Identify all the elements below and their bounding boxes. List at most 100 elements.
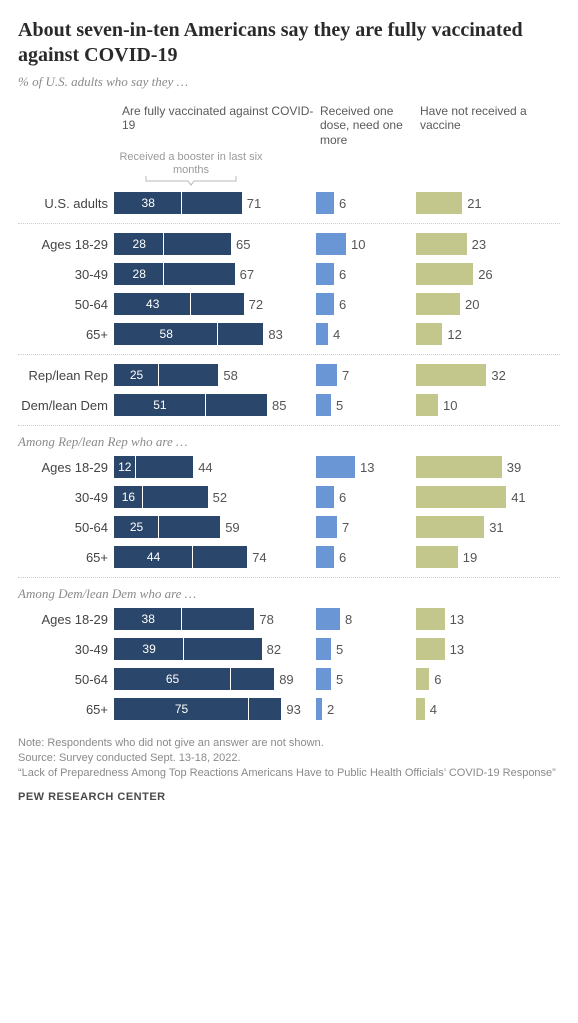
bar-fully-vaccinated: 25 [114, 364, 218, 386]
data-row: 50-642559731 [18, 512, 560, 542]
booster-value: 25 [114, 364, 159, 386]
row-label: Dem/lean Dem [18, 398, 114, 413]
booster-value: 25 [114, 516, 159, 538]
bar-fully-vaccinated: 16 [114, 486, 208, 508]
one-dose-value: 5 [336, 642, 343, 657]
data-row: 65+5883412 [18, 319, 560, 349]
bar-fully-vaccinated: 51 [114, 394, 267, 416]
full-value: 82 [267, 642, 281, 657]
one-dose-value: 6 [339, 267, 346, 282]
row-label: 50-64 [18, 672, 114, 687]
bar-fully-vaccinated: 12 [114, 456, 193, 478]
bar-no-vaccine [416, 364, 486, 386]
bar-one-dose [316, 394, 331, 416]
no-vaccine-value: 31 [489, 520, 503, 535]
col-header-none: Have not received a vaccine [416, 104, 546, 147]
full-value: 85 [272, 398, 286, 413]
data-row: Ages 18-2912 44 13 39 [18, 452, 560, 482]
one-dose-value: 6 [339, 196, 346, 211]
bar-one-dose [316, 293, 334, 315]
bar-fully-vaccinated: 38 [114, 608, 254, 630]
group-header: Among Rep/lean Rep who are … [18, 434, 560, 450]
one-dose-value: 5 [336, 398, 343, 413]
bar-no-vaccine [416, 394, 438, 416]
no-vaccine-value: 20 [465, 297, 479, 312]
bar-one-dose [316, 546, 334, 568]
bar-one-dose [316, 608, 340, 630]
booster-value: 58 [114, 323, 218, 345]
group-separator [18, 425, 560, 426]
bar-no-vaccine [416, 546, 458, 568]
bar-no-vaccine [416, 698, 425, 720]
no-vaccine-value: 26 [478, 267, 492, 282]
bar-one-dose [316, 456, 355, 478]
full-value: 67 [240, 267, 254, 282]
row-label: 65+ [18, 327, 114, 342]
bar-one-dose [316, 364, 337, 386]
group-header: Among Dem/lean Dem who are … [18, 586, 560, 602]
full-value: 93 [286, 702, 300, 717]
row-label: U.S. adults [18, 196, 114, 211]
booster-value: 38 [114, 192, 182, 214]
no-vaccine-value: 6 [434, 672, 441, 687]
group-separator [18, 577, 560, 578]
note-text: Note: Respondents who did not give an an… [18, 736, 560, 751]
one-dose-value: 10 [351, 237, 365, 252]
booster-bracket [116, 176, 266, 186]
bar-one-dose [316, 192, 334, 214]
data-row: Rep/lean Rep2558732 [18, 360, 560, 390]
full-value: 44 [198, 460, 212, 475]
bar-one-dose [316, 668, 331, 690]
bar-one-dose [316, 323, 328, 345]
no-vaccine-value: 12 [447, 327, 461, 342]
group-separator [18, 354, 560, 355]
bar-fully-vaccinated: 44 [114, 546, 247, 568]
full-value: 59 [225, 520, 239, 535]
bar-one-dose [316, 263, 334, 285]
full-value: 83 [268, 327, 282, 342]
full-value: 78 [259, 612, 273, 627]
data-row: 65+4474619 [18, 542, 560, 572]
data-row: 30-4928 67 6 26 [18, 259, 560, 289]
no-vaccine-value: 21 [467, 196, 481, 211]
chart-title: About seven-in-ten Americans say they ar… [18, 18, 560, 68]
data-row: Dem/lean Dem5185510 [18, 390, 560, 420]
data-row: 50-644372620 [18, 289, 560, 319]
data-row: 50-6465 89 5 6 [18, 664, 560, 694]
no-vaccine-value: 32 [491, 368, 505, 383]
bar-no-vaccine [416, 608, 445, 630]
booster-value: 12 [114, 456, 136, 478]
bar-no-vaccine [416, 456, 502, 478]
bar-fully-vaccinated: 28 [114, 233, 231, 255]
booster-value: 65 [114, 668, 231, 690]
booster-value: 28 [114, 233, 164, 255]
full-value: 58 [223, 368, 237, 383]
bar-no-vaccine [416, 638, 445, 660]
no-vaccine-value: 39 [507, 460, 521, 475]
booster-value: 75 [114, 698, 249, 720]
row-label: Ages 18-29 [18, 460, 114, 475]
data-row: 65+759324 [18, 694, 560, 724]
bar-fully-vaccinated: 75 [114, 698, 281, 720]
bar-no-vaccine [416, 293, 460, 315]
bar-fully-vaccinated: 58 [114, 323, 263, 345]
one-dose-value: 6 [339, 550, 346, 565]
booster-note: Received a booster in last six months [116, 151, 266, 176]
bar-fully-vaccinated: 28 [114, 263, 235, 285]
one-dose-value: 5 [336, 672, 343, 687]
booster-value: 51 [114, 394, 206, 416]
one-dose-value: 6 [339, 490, 346, 505]
one-dose-value: 13 [360, 460, 374, 475]
bar-fully-vaccinated: 65 [114, 668, 274, 690]
one-dose-value: 7 [342, 520, 349, 535]
row-label: 30-49 [18, 642, 114, 657]
row-label: Ages 18-29 [18, 237, 114, 252]
no-vaccine-value: 13 [450, 642, 464, 657]
bar-no-vaccine [416, 516, 484, 538]
bar-no-vaccine [416, 192, 462, 214]
report-text: “Lack of Preparedness Among Top Reaction… [18, 766, 560, 781]
one-dose-value: 8 [345, 612, 352, 627]
no-vaccine-value: 13 [450, 612, 464, 627]
row-label: 30-49 [18, 267, 114, 282]
full-value: 89 [279, 672, 293, 687]
